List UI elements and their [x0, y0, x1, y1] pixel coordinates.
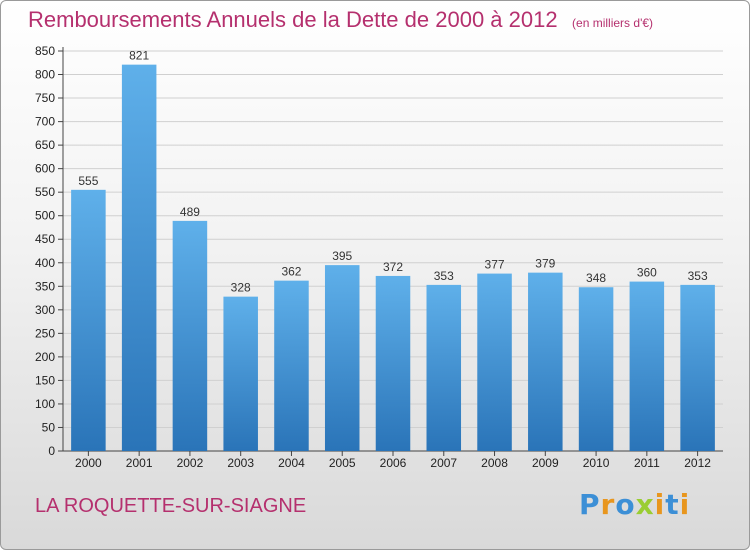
x-tick-label-2012: 2012	[684, 456, 711, 470]
bar-2000[interactable]	[71, 189, 106, 451]
value-label-2009: 379	[535, 257, 555, 271]
value-label-2003: 328	[231, 281, 251, 295]
y-tick-label: 550	[35, 185, 55, 199]
x-tick-label-2006: 2006	[380, 456, 407, 470]
logo-letter: r	[600, 488, 616, 521]
value-label-2012: 353	[688, 269, 708, 283]
bar-layer	[71, 64, 715, 451]
bar-2011[interactable]	[629, 281, 665, 451]
logo-letter: P	[579, 488, 601, 521]
value-label-2010: 348	[586, 271, 606, 285]
y-tick-label: 750	[35, 91, 55, 105]
x-tick-label-2002: 2002	[177, 456, 204, 470]
value-label-2006: 372	[383, 260, 403, 274]
logo-letter: i	[654, 488, 666, 521]
value-label-2005: 395	[332, 249, 352, 263]
x-tick-label-2005: 2005	[329, 456, 356, 470]
x-tick-label-2001: 2001	[126, 456, 153, 470]
bar-2004[interactable]	[274, 280, 309, 451]
chart-title: Remboursements Annuels de la Dette de 20…	[28, 7, 558, 32]
label-layer: 555 2000 821 2001 489 2002 328 2003 362 2004 395 20…	[75, 49, 711, 470]
y-tick-label: 300	[35, 303, 55, 317]
proxiti-logo[interactable]: Proxiti	[579, 488, 690, 521]
bar-2010[interactable]	[578, 287, 614, 451]
commune-name: LA ROQUETTE-SUR-SIAGNE	[35, 495, 307, 517]
bar-2003[interactable]	[223, 296, 258, 451]
y-tick-label: 150	[35, 373, 55, 387]
x-tick-label-2011: 2011	[634, 456, 660, 470]
bar-2008[interactable]	[477, 273, 512, 451]
y-tick-label: 0	[48, 444, 55, 458]
bar-2007[interactable]	[426, 284, 462, 451]
y-tick-label: 700	[35, 115, 55, 129]
y-tick-label: 400	[35, 256, 55, 270]
bar-2002[interactable]	[172, 220, 208, 451]
title-row: Remboursements Annuels de la Dette de 20…	[28, 7, 653, 33]
logo-letter: t	[665, 488, 680, 521]
value-label-2000: 555	[78, 174, 98, 188]
y-tick-label: 50	[42, 420, 56, 434]
y-tick-label: 600	[35, 162, 55, 176]
x-tick-label-2004: 2004	[278, 456, 305, 470]
value-label-2001: 821	[129, 49, 149, 63]
logo-letter: x	[635, 488, 655, 521]
value-label-2004: 362	[281, 265, 301, 279]
logo-letter: o	[615, 488, 636, 521]
bar-2009[interactable]	[528, 272, 563, 451]
logo-letter: i	[679, 488, 691, 521]
y-tick-label: 200	[35, 350, 55, 364]
x-tick-label-2009: 2009	[532, 456, 559, 470]
y-tick-label: 500	[35, 209, 55, 223]
y-tick-label: 800	[35, 68, 55, 82]
y-tick-label: 850	[35, 44, 55, 58]
value-label-2002: 489	[180, 205, 200, 219]
x-tick-label-2010: 2010	[583, 456, 610, 470]
bar-2005[interactable]	[324, 265, 360, 451]
y-tick-label: 350	[35, 279, 55, 293]
x-tick-label-2003: 2003	[227, 456, 254, 470]
chart-unit-note: (en milliers d'€)	[572, 16, 654, 30]
x-tick-label-2008: 2008	[481, 456, 508, 470]
bar-2012[interactable]	[680, 284, 715, 451]
x-tick-label-2007: 2007	[430, 456, 457, 470]
bar-2001[interactable]	[121, 64, 157, 451]
bar-2006[interactable]	[375, 275, 411, 451]
value-label-2011: 360	[637, 266, 657, 280]
x-tick-label-2000: 2000	[75, 456, 102, 470]
value-label-2007: 353	[434, 269, 454, 283]
y-tick-label: 450	[35, 232, 55, 246]
y-tick-label: 100	[35, 397, 55, 411]
value-label-2008: 377	[485, 258, 505, 272]
y-tick-label: 650	[35, 138, 55, 152]
y-tick-label: 250	[35, 326, 55, 340]
